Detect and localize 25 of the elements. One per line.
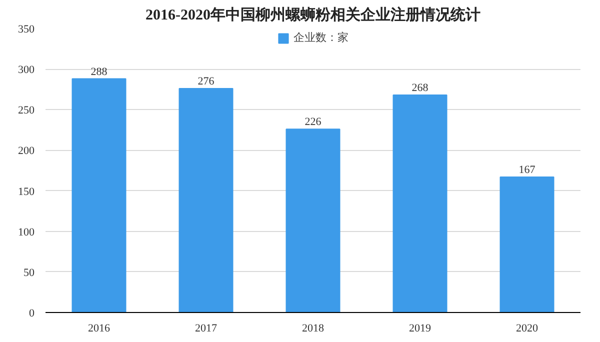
data-label: 268: [412, 82, 429, 94]
chart-title: 2016-2020年中国柳州螺蛳粉相关企业注册情况统计: [146, 6, 480, 24]
y-tick-label: 300: [18, 64, 35, 76]
y-tick-label: 150: [18, 186, 35, 198]
y-tick-label: 250: [18, 104, 35, 117]
bar: [178, 88, 234, 312]
bar: [286, 128, 340, 312]
x-tick-label: 2020: [516, 322, 538, 334]
bar: [500, 176, 554, 312]
x-tick-label: 2018: [302, 322, 324, 334]
data-label: 288: [90, 66, 108, 78]
data-label: 226: [304, 116, 322, 128]
y-tick-label: 100: [18, 226, 35, 238]
y-tick-label: 200: [18, 145, 35, 158]
data-label: 276: [198, 76, 215, 88]
y-tick-label: 50: [24, 266, 35, 279]
x-tick-label: 2017: [195, 322, 218, 334]
x-tick-label: 2019: [409, 322, 432, 334]
legend-label: 企业数：家: [294, 30, 348, 45]
y-tick-label: 0: [29, 308, 35, 320]
bar: [392, 94, 448, 312]
y-tick-label: 350: [18, 24, 35, 36]
data-label: 167: [518, 164, 536, 176]
bar: [72, 78, 126, 312]
x-tick-label: 2016: [88, 322, 110, 334]
